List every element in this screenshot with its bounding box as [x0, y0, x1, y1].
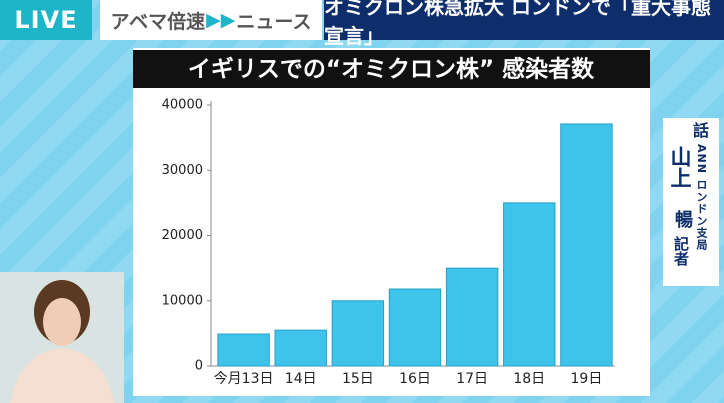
title-bar: [133, 50, 650, 88]
caption-bureau: ANN ロンドン支局: [695, 144, 708, 251]
bar: [274, 329, 327, 367]
bar: [445, 267, 499, 367]
brand-icon: ▶▶: [206, 9, 236, 31]
x-tick-label: 14日: [285, 371, 317, 387]
y-tick-label: 10000: [162, 293, 203, 308]
reporter-caption: 話 ANN ロンドン支局 山上 暢 記者: [663, 118, 719, 286]
x-tick-label: 18日: [513, 371, 545, 387]
x-tick-label: 15日: [342, 371, 374, 387]
y-tick-label: 30000: [162, 163, 203, 178]
headline: オミクロン株急拡大 ロンドンで「重大事態宣言」: [324, 0, 724, 48]
bar: [388, 288, 442, 367]
y-tick-label: 40000: [162, 98, 203, 113]
caption-speaker: 話: [690, 122, 709, 138]
bar: [503, 202, 556, 367]
bar: [560, 123, 613, 367]
bar: [331, 300, 385, 367]
brand-name: アベマ倍速: [110, 10, 206, 33]
y-tick-label: 0: [195, 359, 203, 374]
x-tick-label: 今月13日: [214, 371, 274, 387]
x-tick-label: 16日: [399, 371, 431, 387]
x-tick-label: 17日: [456, 371, 488, 387]
bar: [217, 333, 270, 367]
x-tick-label: 19日: [571, 371, 603, 387]
brand: アベマ倍速 ▶▶ ニュース: [100, 0, 322, 40]
y-tick-label: 20000: [162, 228, 203, 243]
caption-title: 記者: [672, 236, 690, 266]
caption-surname: 山上: [668, 146, 692, 188]
brand-section: ニュース: [236, 10, 312, 33]
caption-given-name: 暢: [672, 210, 693, 228]
live-badge: LIVE: [0, 0, 92, 40]
presenter-face: [43, 298, 81, 346]
chart-title: イギリスでの“オミクロン株” 感染者数: [188, 56, 595, 83]
presenter-body: [10, 348, 114, 403]
